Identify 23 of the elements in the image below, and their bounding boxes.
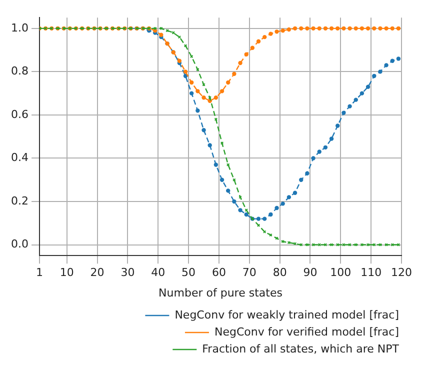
x-tick-label: 70 (242, 266, 256, 280)
legend-label: NegConv for verified model [frac] (214, 325, 400, 338)
legend-label: Fraction of all states, which are NPT (202, 342, 400, 356)
x-tick-label: 100 (330, 266, 352, 280)
x-tick-label: 40 (151, 266, 166, 280)
x-axis-title: Number of pure states (158, 286, 283, 300)
x-tick-label: 50 (182, 266, 196, 280)
x-tick-label: 120 (391, 266, 412, 280)
legend-label: NegConv for weakly trained model [frac] (174, 308, 400, 322)
x-tick-label: 20 (90, 266, 104, 280)
x-tick-label: 1 (36, 266, 43, 280)
x-tick-label: 60 (212, 266, 226, 280)
y-tick-label: 0.6 (10, 108, 28, 121)
x-tick-label: 90 (303, 266, 318, 280)
y-tick-label: 0.0 (10, 238, 28, 251)
x-tick-label: 10 (60, 266, 74, 280)
y-tick-label: 1.0 (10, 21, 28, 34)
x-tick-label: 110 (360, 266, 382, 280)
y-tick-label: 0.4 (10, 151, 28, 164)
x-tick-label: 30 (120, 266, 135, 280)
x-tick-label: 80 (272, 266, 287, 280)
y-tick-label: 0.2 (10, 194, 28, 208)
y-tick-label: 0.8 (10, 64, 28, 78)
